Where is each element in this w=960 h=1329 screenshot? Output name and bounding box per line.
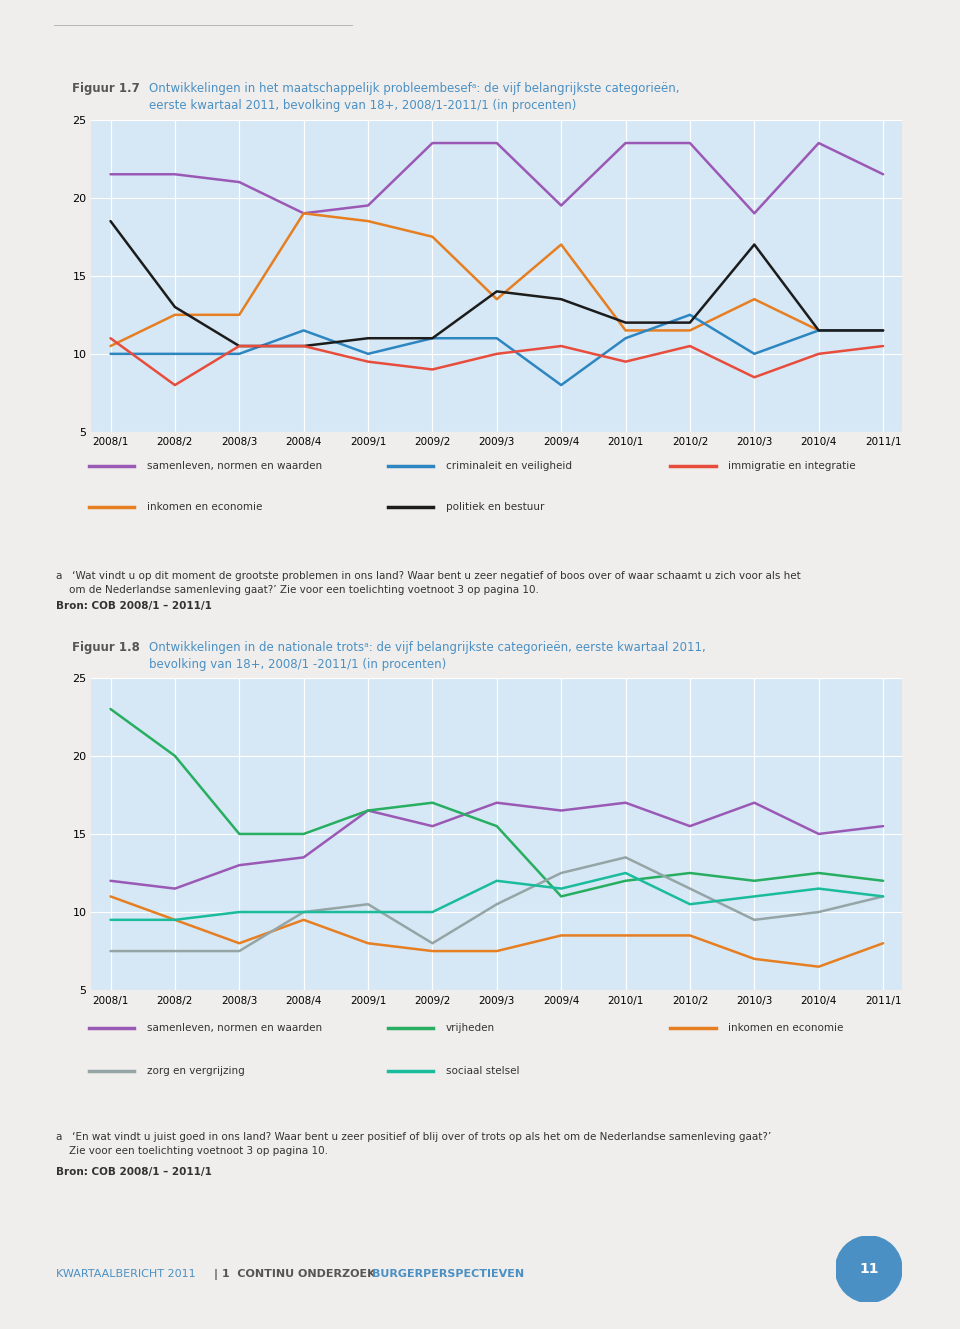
Text: Figuur 1.7: Figuur 1.7	[72, 82, 140, 96]
Circle shape	[835, 1236, 902, 1302]
Text: inkomen en economie: inkomen en economie	[728, 1022, 844, 1033]
Text: samenleven, normen en waarden: samenleven, normen en waarden	[147, 1022, 322, 1033]
Text: inkomen en economie: inkomen en economie	[147, 502, 262, 512]
Text: 11: 11	[859, 1263, 878, 1276]
Text: Figuur 1.8: Figuur 1.8	[72, 641, 140, 654]
Text: samenleven, normen en waarden: samenleven, normen en waarden	[147, 461, 322, 472]
Text: ────────────────────────────────────────────────────────────: ────────────────────────────────────────…	[53, 20, 353, 29]
Text: Bron: COB 2008/1 – 2011/1: Bron: COB 2008/1 – 2011/1	[56, 601, 211, 611]
Text: Ontwikkelingen in de nationale trotsᵃ: de vijf belangrijkste categorieën, eerste: Ontwikkelingen in de nationale trotsᵃ: d…	[149, 641, 706, 671]
Text: KWARTAALBERICHT 2011: KWARTAALBERICHT 2011	[56, 1269, 195, 1280]
Text: a   ‘Wat vindt u op dit moment de grootste problemen in ons land? Waar bent u ze: a ‘Wat vindt u op dit moment de grootste…	[56, 571, 801, 594]
Text: Bron: COB 2008/1 – 2011/1: Bron: COB 2008/1 – 2011/1	[56, 1167, 211, 1177]
Text: criminaleit en veiligheid: criminaleit en veiligheid	[445, 461, 572, 472]
Text: Ontwikkelingen in het maatschappelijk probleembesefᵃ: de vijf belangrijkste cate: Ontwikkelingen in het maatschappelijk pr…	[149, 82, 680, 113]
Text: vrijheden: vrijheden	[445, 1022, 494, 1033]
Text: immigratie en integratie: immigratie en integratie	[728, 461, 855, 472]
Text: | 1  CONTINU ONDERZOEK: | 1 CONTINU ONDERZOEK	[214, 1269, 375, 1280]
Text: politiek en bestuur: politiek en bestuur	[445, 502, 544, 512]
Text: a   ‘En wat vindt u juist goed in ons land? Waar bent u zeer positief of blij ov: a ‘En wat vindt u juist goed in ons land…	[56, 1132, 771, 1155]
Text: sociaal stelsel: sociaal stelsel	[445, 1066, 519, 1075]
Text: zorg en vergrijzing: zorg en vergrijzing	[147, 1066, 245, 1075]
Text: BURGERPERSPECTIEVEN: BURGERPERSPECTIEVEN	[372, 1269, 524, 1280]
